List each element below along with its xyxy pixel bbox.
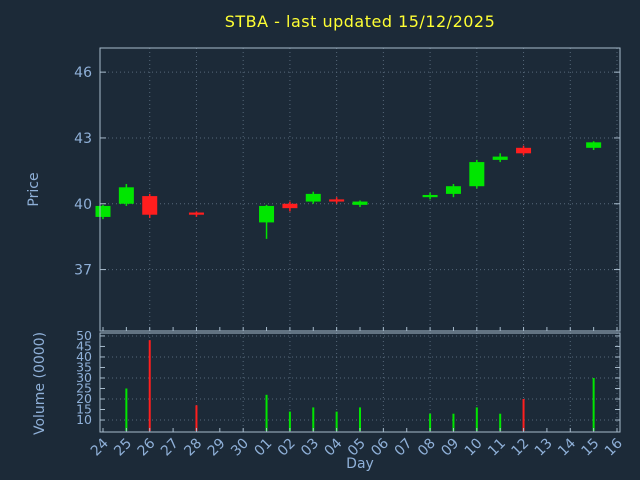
volume-ytick-label: 40	[76, 349, 92, 364]
candlestick-day-24	[95, 204, 111, 220]
xtick-label-day-09: 09	[438, 436, 462, 460]
candlestick-day-09	[445, 184, 461, 198]
volume-ytick-label: 30	[76, 370, 92, 385]
price-ytick-label: 37	[74, 263, 92, 279]
candlestick-day-08	[422, 192, 438, 200]
volume-ytick-label: 15	[76, 402, 92, 417]
xtick-label-day-01: 01	[251, 436, 275, 460]
price-ytick-label: 46	[74, 65, 92, 81]
candlestick-day-25	[118, 184, 134, 206]
price-ytick-label: 43	[74, 131, 92, 147]
candlestick-day-05	[352, 200, 368, 208]
xtick-label-day-29: 29	[205, 436, 229, 460]
xtick-label-day-26: 26	[135, 435, 159, 459]
xtick-label-day-30: 30	[228, 436, 252, 460]
volume-ytick-label: 25	[76, 380, 92, 395]
volume-axis-label: Volume (0000)	[32, 332, 48, 435]
candlestick-day-12	[516, 145, 532, 156]
chart-title: STBA - last updated 15/12/2025	[224, 12, 496, 31]
xtick-label-day-24: 24	[88, 435, 112, 459]
xtick-label-day-13: 13	[532, 436, 556, 460]
xtick-label-day-16: 16	[602, 435, 626, 459]
candlestick-day-28	[188, 211, 204, 217]
volume-ytick-label: 35	[76, 359, 92, 374]
xtick-label-day-27: 27	[158, 436, 182, 460]
panel-borders	[99, 47, 621, 433]
xtick-label-day-25: 25	[111, 436, 135, 460]
volume-bars	[125, 340, 595, 431]
volume-ytick-label: 45	[76, 338, 92, 353]
candlestick-day-02	[282, 201, 298, 212]
volume-ytick-label: 20	[76, 391, 92, 406]
xtick-label-day-08: 08	[415, 436, 439, 460]
xtick-label-day-07: 07	[392, 436, 416, 460]
xtick-label-day-12: 12	[508, 436, 532, 460]
candlestick-day-01	[259, 204, 275, 239]
candlesticks	[95, 141, 602, 239]
xtick-label-day-04: 04	[322, 435, 346, 459]
xtick-label-day-15: 15	[579, 436, 603, 460]
xtick-label-day-11: 11	[485, 436, 509, 460]
gridlines	[100, 48, 620, 432]
candlestick-day-03	[305, 191, 321, 204]
volume-ytick-label: 50	[76, 328, 92, 343]
price-axis-label: Price	[26, 172, 42, 206]
volume-ytick-label: 10	[76, 412, 92, 427]
day-axis-label: Day	[346, 456, 374, 472]
candlestick-day-11	[492, 153, 508, 163]
xtick-label-day-28: 28	[181, 436, 205, 460]
xtick-label-day-02: 02	[275, 436, 299, 460]
candlestick-day-15	[586, 141, 602, 151]
xtick-label-day-14: 14	[555, 435, 579, 459]
candlestick-day-10	[469, 159, 485, 189]
candlestick-day-04	[329, 197, 345, 204]
xtick-label-day-03: 03	[298, 436, 322, 460]
candlestick-day-26	[142, 193, 158, 219]
xtick-label-day-10: 10	[462, 436, 486, 460]
price-ytick-label: 40	[74, 197, 92, 213]
